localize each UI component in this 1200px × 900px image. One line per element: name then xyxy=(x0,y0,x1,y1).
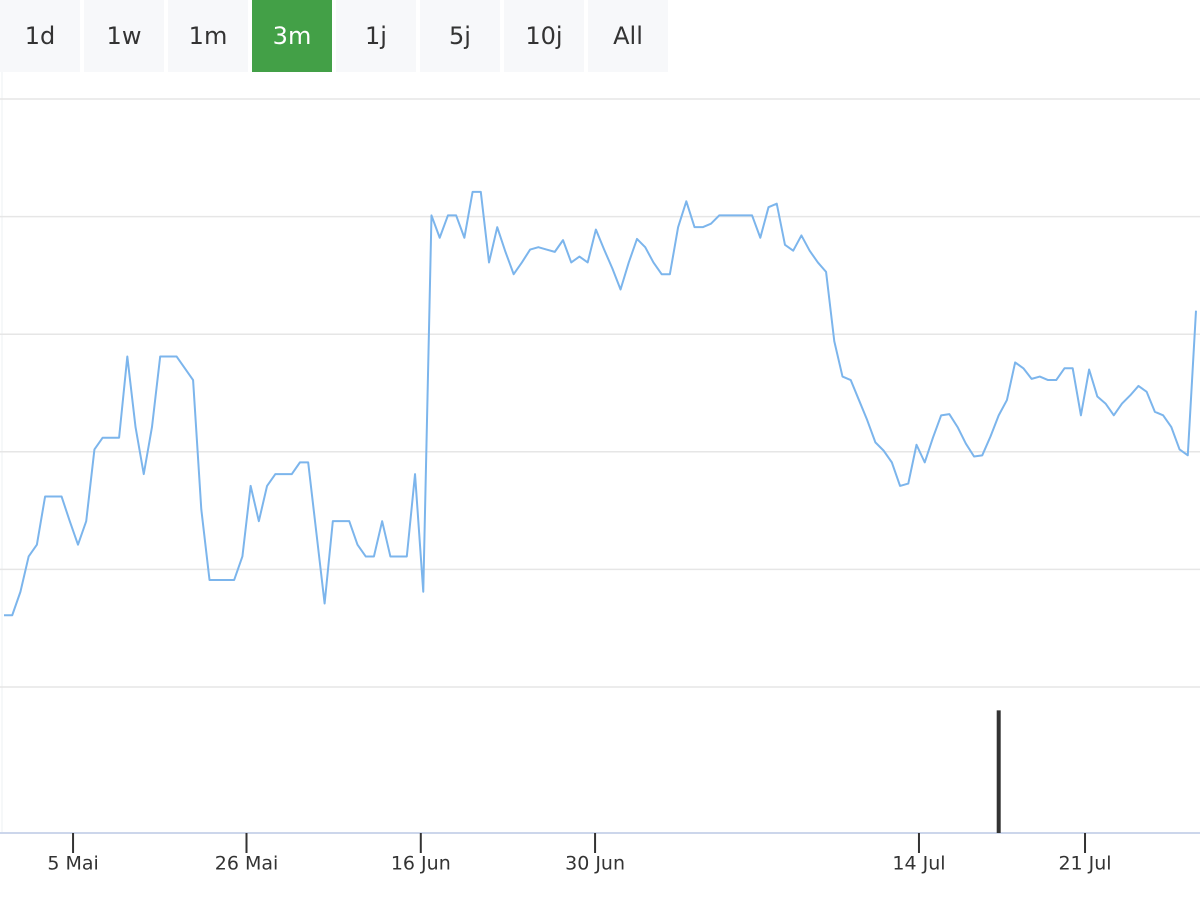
range-button[interactable]: 1w xyxy=(84,0,164,72)
range-button[interactable]: All xyxy=(588,0,668,72)
x-tick-label: 16 Jun xyxy=(391,853,451,875)
range-button[interactable]: 1j xyxy=(336,0,416,72)
x-tick-label: 14 Jul xyxy=(892,853,945,875)
price-line xyxy=(4,190,1197,617)
range-selector: 1d 1w 1m 3m 1j 5j 10j All xyxy=(0,0,668,72)
range-button[interactable]: 1m xyxy=(168,0,248,72)
range-button[interactable]: 1d xyxy=(0,0,80,72)
range-button[interactable]: 5j xyxy=(420,0,500,72)
x-tick-label: 5 Mai xyxy=(47,853,98,875)
range-button[interactable]: 10j xyxy=(504,0,584,72)
range-button[interactable]: 3m xyxy=(252,0,332,72)
x-tick-label: 30 Jun xyxy=(565,853,625,875)
x-tick-label: 21 Jul xyxy=(1058,853,1111,875)
x-tick-label: 26 Mai xyxy=(215,853,279,875)
volume-bar xyxy=(996,710,1001,833)
